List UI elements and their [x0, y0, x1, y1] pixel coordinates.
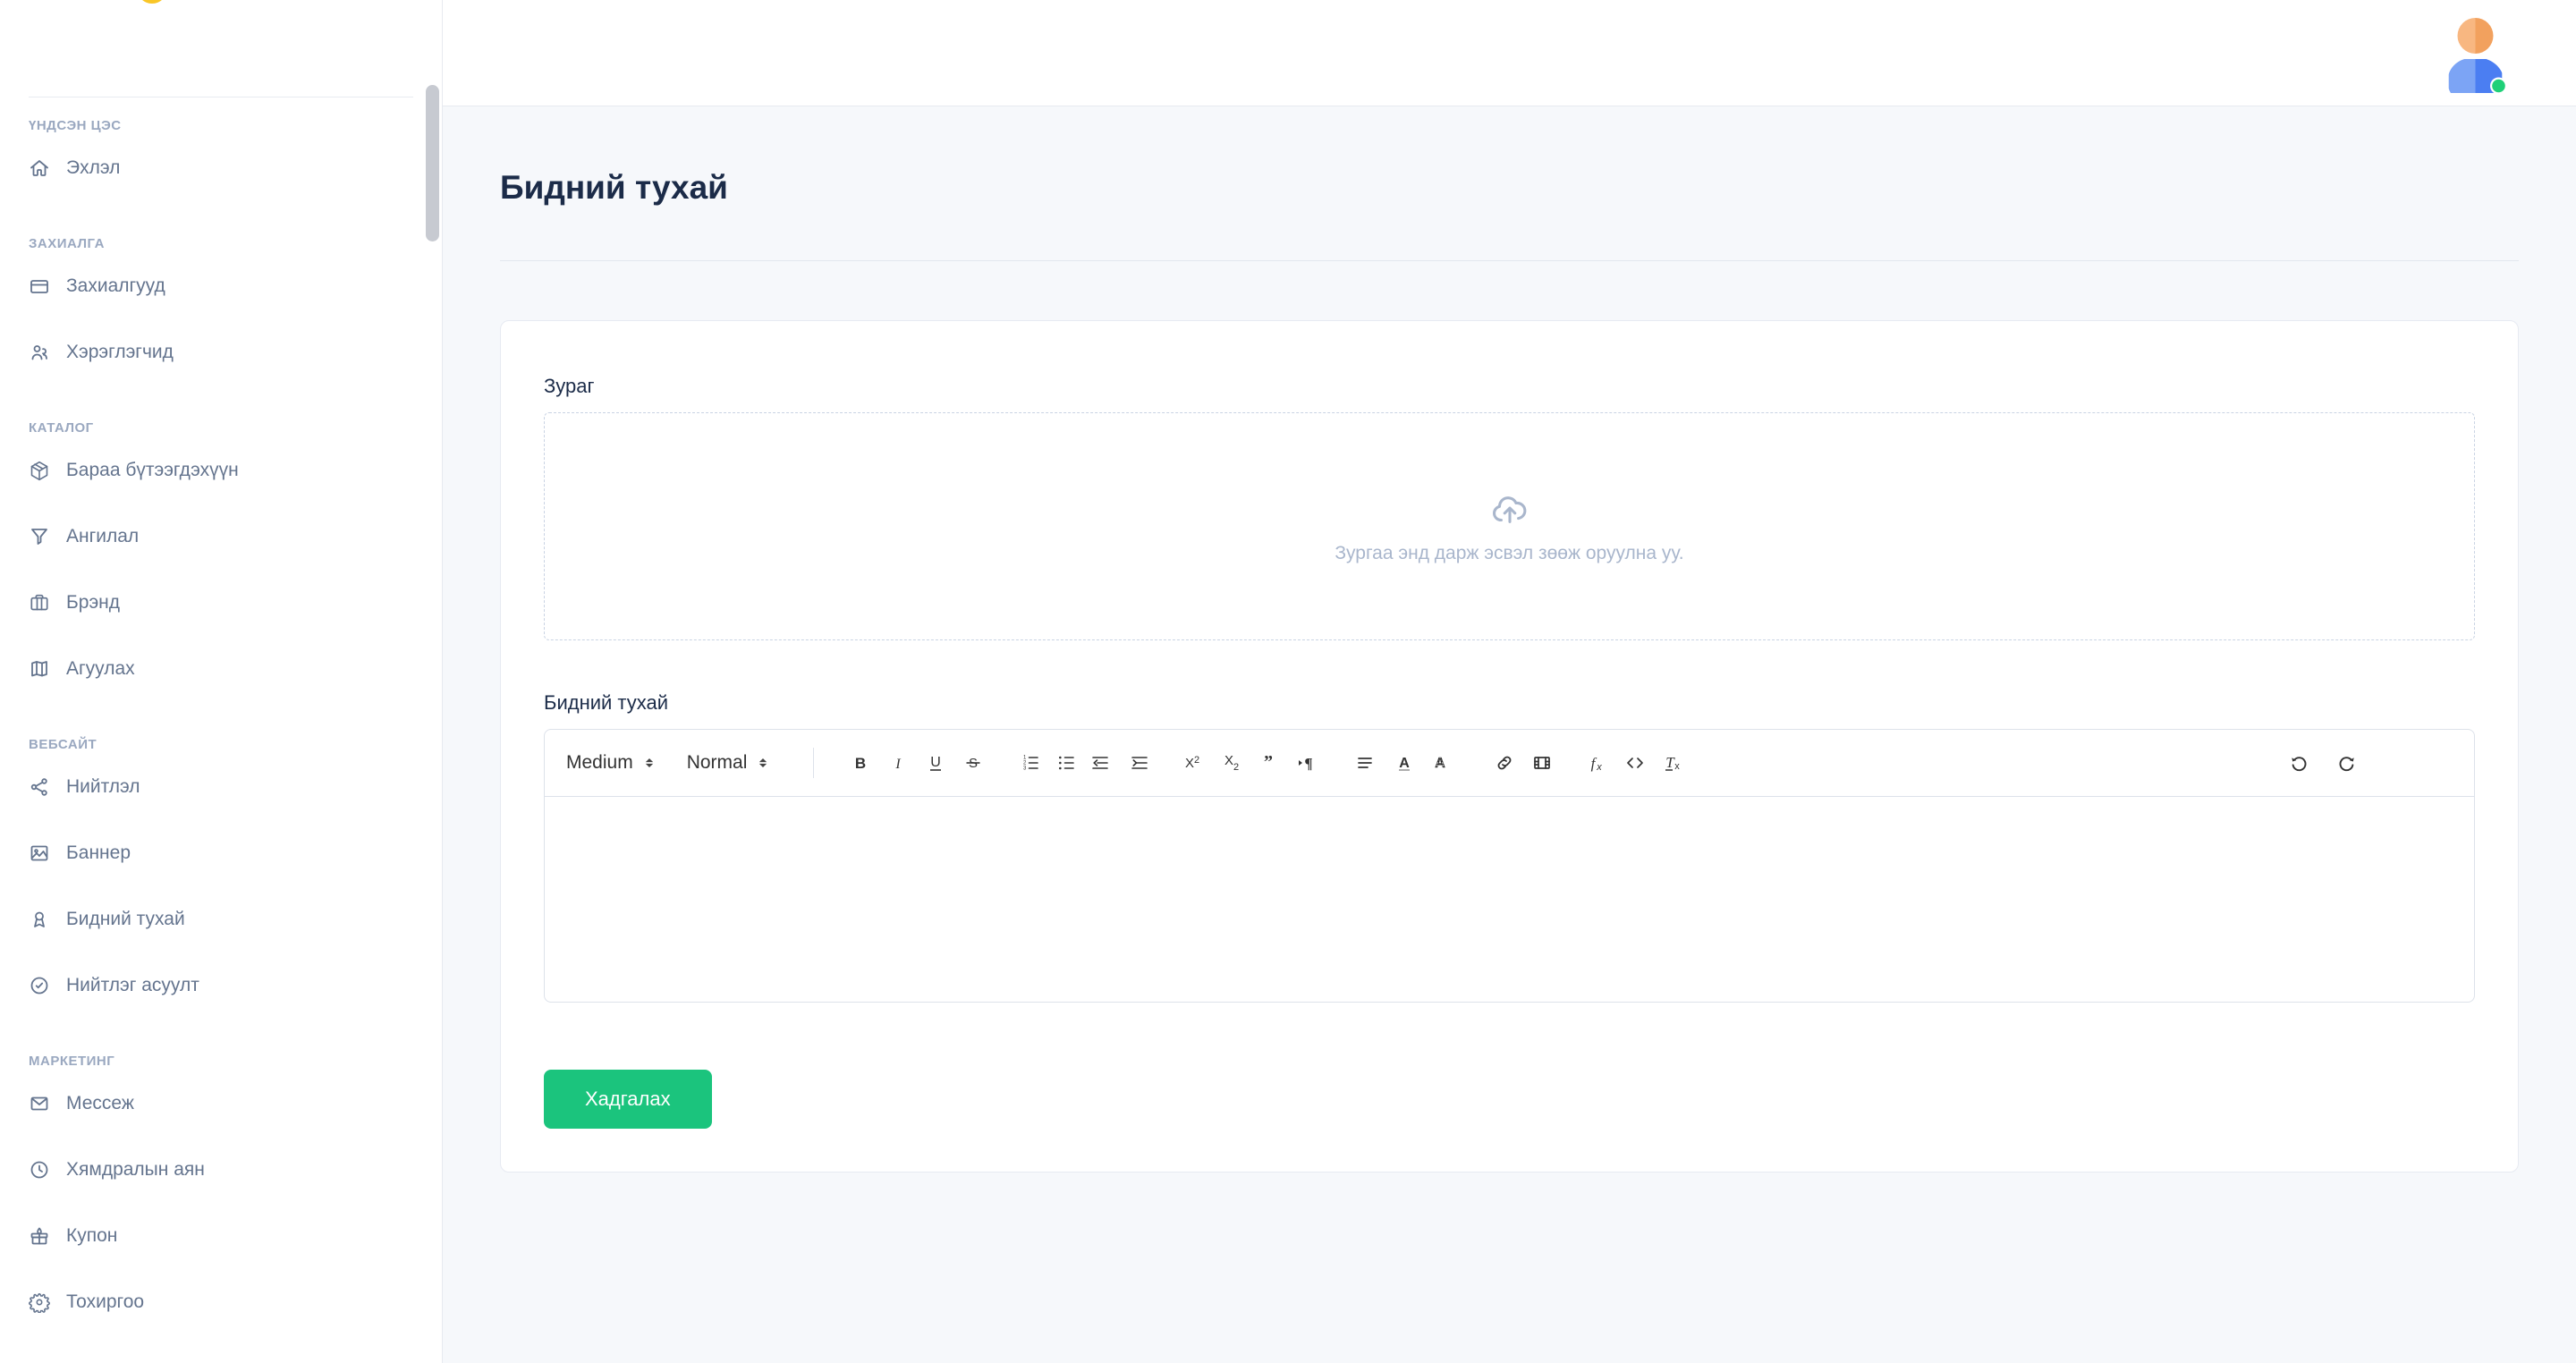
svg-text:B: B: [855, 755, 866, 772]
svg-text:x: x: [1675, 761, 1681, 772]
svg-text:¶: ¶: [1305, 755, 1313, 772]
svg-text:X: X: [1185, 756, 1194, 771]
svg-text:U: U: [931, 755, 942, 770]
svg-text:X: X: [1224, 753, 1233, 768]
svg-text:A: A: [1400, 756, 1411, 771]
svg-text:2: 2: [1233, 762, 1239, 773]
svg-text:A: A: [1436, 756, 1446, 771]
svg-text:2: 2: [1194, 755, 1199, 766]
svg-text:”: ”: [1264, 752, 1273, 772]
svg-text:I: I: [895, 757, 902, 772]
svg-text:3: 3: [1023, 766, 1027, 772]
svg-text:x: x: [1597, 762, 1603, 773]
